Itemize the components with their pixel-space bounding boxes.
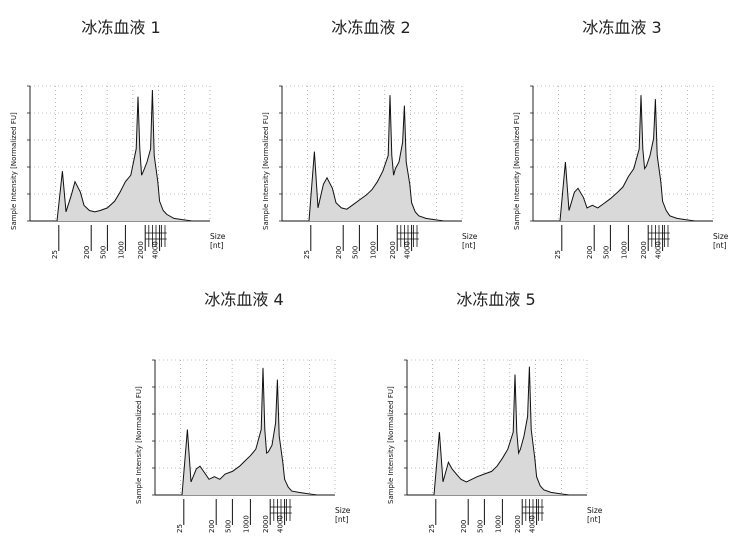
chart-panel-3: 冰冻血液 3 Sample Intensity [Normalized FU] … [513, 14, 743, 274]
trace-line [407, 366, 587, 496]
x-tick-label: 1000 [242, 515, 250, 533]
x-tick-label: 25 [554, 250, 562, 259]
trace-fill [282, 95, 462, 221]
x-tick-label: 1000 [369, 241, 377, 259]
x-axis-title-unit: [nt] [462, 241, 476, 250]
trace-fill [155, 367, 335, 495]
electropherogram-plot: 25 200 500 1000 2000 4000 [404, 359, 588, 533]
x-axis-title-size: Size [587, 506, 603, 515]
electropherogram-plot: 25 200 500 1000 2000 4000 [27, 85, 211, 259]
x-tick-label: 500 [476, 520, 484, 533]
x-tick-label: 2000 [514, 515, 522, 533]
x-tick-label: 4000 [277, 515, 285, 533]
x-tick-label: 25 [303, 250, 311, 259]
x-tick-label: 200 [335, 246, 343, 259]
x-tick-label: 2000 [640, 241, 648, 259]
trace-line [30, 89, 210, 222]
x-tick-label: 25 [428, 524, 436, 533]
x-tick-label: 4000 [404, 241, 412, 259]
y-axis-label: Sample Intensity [Normalized FU] [10, 112, 18, 230]
x-tick-label: 500 [602, 246, 610, 259]
x-tick-label: 4000 [152, 241, 160, 259]
chart-title: 冰冻血液 2 [331, 18, 411, 37]
chart-panel-5: 冰冻血液 5 Sample Intensity [Normalized FU] … [387, 286, 617, 546]
x-axis-title-size: Size [713, 232, 729, 241]
x-tick-label: 2000 [137, 241, 145, 259]
trace-line [282, 95, 462, 222]
x-tick-label: 25 [51, 250, 59, 259]
x-axis-title-size: Size [335, 506, 351, 515]
trace-line [155, 367, 335, 496]
x-axis-title-unit: [nt] [210, 241, 224, 250]
electropherogram-plot: 25 200 500 1000 2000 4000 [279, 85, 463, 259]
trace-fill [30, 90, 210, 221]
trace-line [533, 95, 713, 222]
x-tick-label: 2000 [389, 241, 397, 259]
x-tick-label: 200 [460, 520, 468, 533]
x-tick-label: 4000 [655, 241, 663, 259]
y-axis-label: Sample Intensity [Normalized FU] [513, 112, 521, 230]
electropherogram-plot: 25 200 500 1000 2000 4000 [530, 85, 714, 259]
x-axis-title: Size [nt] [587, 506, 602, 524]
y-axis-label: Sample Intensity [Normalized FU] [135, 386, 143, 504]
chart-title: 冰冻血液 3 [582, 18, 662, 37]
y-axis-label: Sample Intensity [Normalized FU] [262, 112, 270, 230]
x-tick-label: 1000 [117, 241, 125, 259]
chart-title: 冰冻血液 1 [81, 18, 161, 37]
chart-panel-1: 冰冻血液 1 Sample Intensity [Normalized FU] … [10, 14, 240, 274]
x-tick-label: 200 [208, 520, 216, 533]
x-axis-title: Size [nt] [335, 506, 350, 524]
trace-fill [533, 95, 713, 221]
electropherogram-plot: 25 200 500 1000 2000 4000 [152, 359, 336, 533]
y-axis-label: Sample Intensity [Normalized FU] [387, 386, 395, 504]
x-axis-title: Size [nt] [713, 232, 728, 250]
x-tick-label: 1000 [494, 515, 502, 533]
x-tick-label: 500 [99, 246, 107, 259]
chart-title: 冰冻血液 5 [456, 290, 536, 309]
x-axis-title-size: Size [462, 232, 478, 241]
x-tick-label: 4000 [529, 515, 537, 533]
x-tick-label: 25 [176, 524, 184, 533]
trace-fill [407, 366, 587, 495]
x-tick-label: 200 [83, 246, 91, 259]
x-axis-title-size: Size [210, 232, 226, 241]
chart-panel-4: 冰冻血液 4 Sample Intensity [Normalized FU] … [135, 286, 365, 546]
chart-title: 冰冻血液 4 [204, 290, 284, 309]
x-axis-title-unit: [nt] [713, 241, 727, 250]
x-axis-title: Size [nt] [210, 232, 225, 250]
chart-panel-2: 冰冻血液 2 Sample Intensity [Normalized FU] … [262, 14, 492, 274]
x-axis-title-unit: [nt] [335, 515, 349, 524]
x-tick-label: 500 [224, 520, 232, 533]
x-axis-title: Size [nt] [462, 232, 477, 250]
x-tick-label: 500 [351, 246, 359, 259]
x-tick-label: 200 [586, 246, 594, 259]
x-axis-title-unit: [nt] [587, 515, 601, 524]
x-tick-label: 1000 [620, 241, 628, 259]
x-tick-label: 2000 [262, 515, 270, 533]
